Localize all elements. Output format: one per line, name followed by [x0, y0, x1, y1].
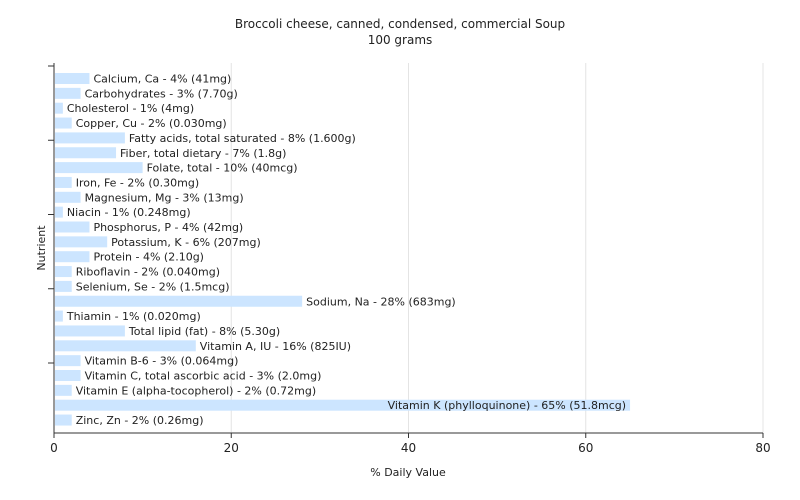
bars: [55, 73, 631, 426]
bar-label: Vitamin A, IU - 16% (825IU): [200, 340, 351, 353]
bar: [55, 87, 81, 99]
x-tick-label: 0: [50, 441, 58, 455]
bar: [55, 73, 90, 84]
bar-label: Carbohydrates - 3% (7.70g): [85, 87, 238, 100]
x-tick-label: 20: [224, 441, 239, 455]
bar-label: Iron, Fe - 2% (0.30mg): [76, 176, 199, 189]
axes: 0 20 40 60 80: [48, 63, 771, 455]
bar-label: Total lipid (fat) - 8% (5.30g): [128, 325, 280, 338]
bar-label: Cholesterol - 1% (4mg): [67, 102, 194, 115]
bar: [55, 147, 117, 159]
bar-label: Vitamin C, total ascorbic acid - 3% (2.0…: [85, 370, 322, 383]
x-axis-title: % Daily Value: [370, 466, 446, 479]
bar: [55, 191, 81, 203]
bar-label: Vitamin B-6 - 3% (0.064mg): [85, 355, 239, 368]
bar: [55, 251, 90, 263]
bar: [55, 266, 72, 278]
bar: [55, 132, 125, 144]
bar-label: Zinc, Zn - 2% (0.26mg): [76, 414, 204, 427]
bar-label: Sodium, Na - 28% (683mg): [306, 295, 456, 308]
bar-label: Fiber, total dietary - 7% (1.8g): [120, 147, 286, 160]
x-tick-label: 80: [755, 441, 770, 455]
bar: [55, 295, 303, 307]
bar-label: Potassium, K - 6% (207mg): [111, 236, 261, 249]
bar-label: Phosphorus, P - 4% (42mg): [93, 221, 243, 234]
bar: [55, 370, 81, 381]
bar-label: Folate, total - 10% (40mcg): [147, 162, 298, 175]
bar-label: Magnesium, Mg - 3% (13mg): [85, 191, 244, 204]
bar-label: Riboflavin - 2% (0.040mg): [76, 266, 220, 279]
x-tick-label: 40: [401, 441, 416, 455]
bar-label: Niacin - 1% (0.248mg): [67, 206, 191, 219]
bar: [55, 355, 81, 367]
grid-lines: [230, 63, 764, 433]
bar: [55, 102, 63, 114]
bar-label: Fatty acids, total saturated - 8% (1.600…: [129, 132, 356, 145]
bar-label: Vitamin K (phylloquinone) - 65% (51.8mcg…: [388, 399, 626, 412]
bar-label: Vitamin E (alpha-tocopherol) - 2% (0.72m…: [76, 384, 316, 397]
bar-label: Selenium, Se - 2% (1.5mcg): [76, 280, 230, 293]
bar: [55, 384, 72, 396]
bar: [55, 340, 196, 352]
bar: [55, 236, 108, 248]
bar: [55, 325, 125, 337]
bar: [55, 221, 90, 233]
chart-title: Broccoli cheese, canned, condensed, comm…: [235, 17, 565, 31]
bar: [55, 206, 63, 218]
bar: [55, 414, 72, 426]
bar: [55, 117, 72, 129]
y-axis-title: Nutrient: [35, 225, 48, 271]
bar-labels: Calcium, Ca - 4% (41mg)Carbohydrates - 3…: [66, 73, 626, 428]
x-tick-label: 60: [578, 441, 593, 455]
chart-subtitle: 100 grams: [368, 33, 433, 47]
bar: [55, 399, 631, 411]
bar-label: Thiamin - 1% (0.020mg): [66, 310, 201, 323]
bar: [55, 280, 72, 292]
bar: [55, 310, 63, 322]
bar-label: Copper, Cu - 2% (0.030mg): [76, 117, 227, 130]
bar-label: Protein - 4% (2.10g): [93, 251, 204, 264]
bar: [55, 162, 143, 174]
bar: [55, 176, 72, 188]
bar-label: Calcium, Ca - 4% (41mg): [93, 73, 231, 86]
